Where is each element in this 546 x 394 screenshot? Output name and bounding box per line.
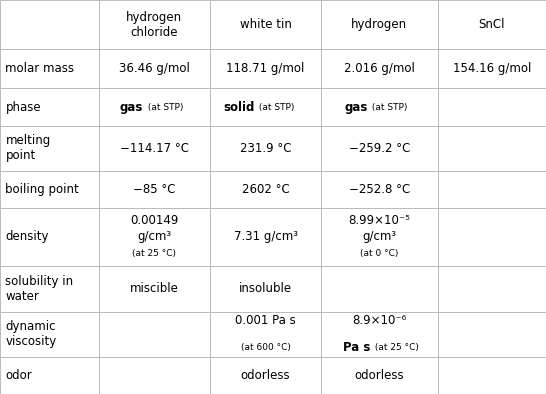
Text: gas: gas [120,100,143,113]
Bar [99,0,210,49]
Bar [321,0,438,49]
Text: (at 25 °C): (at 25 °C) [133,249,176,258]
Bar [0,171,99,208]
Text: 36.46 g/mol: 36.46 g/mol [119,62,190,75]
Text: SnCl: SnCl [479,18,505,31]
Text: (at STP): (at STP) [256,102,294,112]
Text: 8.99×10⁻⁵: 8.99×10⁻⁵ [348,214,410,227]
Bar [210,0,321,49]
Text: odorless: odorless [354,369,404,382]
Bar [210,49,321,88]
Text: 2602 °C: 2602 °C [242,183,289,196]
Text: 118.71 g/mol: 118.71 g/mol [226,62,305,75]
Bar [321,126,438,171]
Bar [210,266,321,312]
Text: boiling point: boiling point [5,183,79,196]
Bar [0,357,99,394]
Bar [99,49,210,88]
Bar [99,171,210,208]
Text: hydrogen: hydrogen [351,18,407,31]
Bar [438,357,546,394]
Bar [0,88,99,126]
Bar [99,208,210,266]
Bar [0,126,99,171]
Text: (at STP): (at STP) [145,102,183,112]
Text: hydrogen
chloride: hydrogen chloride [126,11,182,39]
Text: −85 °C: −85 °C [133,183,176,196]
Bar [321,312,438,357]
Bar [438,312,546,357]
Bar [210,208,321,266]
Text: dynamic
viscosity: dynamic viscosity [5,320,57,348]
Bar [99,357,210,394]
Bar [99,266,210,312]
Text: 231.9 °C: 231.9 °C [240,142,291,155]
Text: (at STP): (at STP) [369,102,408,112]
Text: phase: phase [5,100,41,113]
Bar [0,208,99,266]
Text: solubility in
water: solubility in water [5,275,74,303]
Text: Pa s: Pa s [343,341,370,354]
Text: −114.17 °C: −114.17 °C [120,142,189,155]
Bar [210,357,321,394]
Bar [210,312,321,357]
Text: (at 0 °C): (at 0 °C) [360,249,399,258]
Bar [321,49,438,88]
Bar [210,88,321,126]
Bar [99,126,210,171]
Bar [321,88,438,126]
Bar [438,88,546,126]
Text: insoluble: insoluble [239,282,292,295]
Text: 8.9×10⁻⁶: 8.9×10⁻⁶ [352,314,406,327]
Bar [321,357,438,394]
Text: 0.00149: 0.00149 [130,214,179,227]
Bar [0,312,99,357]
Text: 2.016 g/mol: 2.016 g/mol [344,62,415,75]
Text: (at 600 °C): (at 600 °C) [241,343,290,352]
Bar [438,266,546,312]
Text: odorless: odorless [241,369,290,382]
Bar [99,88,210,126]
Bar [210,126,321,171]
Text: g/cm³: g/cm³ [363,230,396,243]
Text: 0.001 Pa s: 0.001 Pa s [235,314,296,327]
Text: 154.16 g/mol: 154.16 g/mol [453,62,531,75]
Bar [438,208,546,266]
Text: molar mass: molar mass [5,62,74,75]
Text: (at 25 °C): (at 25 °C) [372,343,419,352]
Text: miscible: miscible [130,282,179,295]
Bar [321,208,438,266]
Bar [438,126,546,171]
Bar [321,171,438,208]
Bar [99,312,210,357]
Bar [0,0,99,49]
Text: solid: solid [223,100,254,113]
Bar [321,266,438,312]
Text: 7.31 g/cm³: 7.31 g/cm³ [234,230,298,243]
Text: odor: odor [5,369,32,382]
Text: density: density [5,230,49,243]
Text: −252.8 °C: −252.8 °C [349,183,410,196]
Text: gas: gas [345,100,367,113]
Text: white tin: white tin [240,18,292,31]
Bar [0,49,99,88]
Bar [438,49,546,88]
Text: g/cm³: g/cm³ [138,230,171,243]
Bar [210,171,321,208]
Text: melting
point: melting point [5,134,51,162]
Bar [0,266,99,312]
Bar [438,0,546,49]
Bar [438,171,546,208]
Text: −259.2 °C: −259.2 °C [349,142,410,155]
